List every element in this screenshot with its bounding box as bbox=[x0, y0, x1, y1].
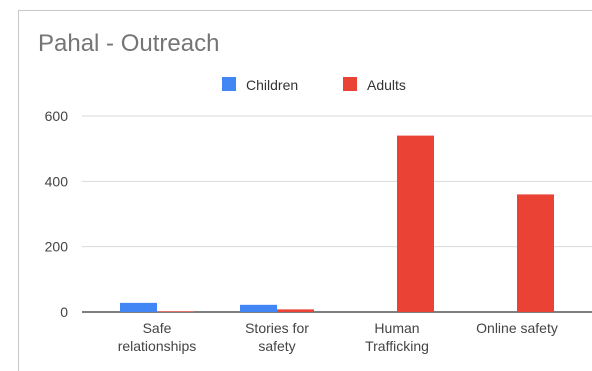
bars bbox=[120, 135, 554, 312]
bar-children-1 bbox=[240, 304, 277, 312]
x-axis-labels: Safe relationships Stories for safety Human T… bbox=[118, 320, 558, 354]
x-tick-label: Stories for safety bbox=[245, 320, 309, 354]
y-tick-label: 0 bbox=[60, 304, 68, 320]
y-tick-label: 200 bbox=[45, 239, 69, 255]
bar-adults-3 bbox=[517, 194, 554, 312]
legend-label-children: Children bbox=[246, 77, 298, 93]
legend-swatch-children bbox=[222, 77, 236, 91]
chart-title: Pahal - Outreach bbox=[38, 30, 220, 57]
legend-swatch-adults bbox=[343, 77, 357, 91]
y-tick-label: 600 bbox=[45, 108, 69, 124]
legend: Children Adults bbox=[222, 77, 406, 93]
x-tick-label: Safe relationships bbox=[118, 320, 197, 354]
y-tick-label: 400 bbox=[45, 173, 69, 189]
x-tick-label: Human Trafficking bbox=[365, 320, 429, 354]
bar-adults-1 bbox=[277, 309, 314, 312]
bar-adults-2 bbox=[397, 135, 434, 312]
x-tick-label: Online safety bbox=[476, 320, 558, 336]
legend-label-adults: Adults bbox=[367, 77, 406, 93]
gridlines: 0 200 400 600 bbox=[45, 108, 592, 320]
bar-children-0 bbox=[120, 302, 157, 312]
bar-adults-0 bbox=[157, 311, 194, 312]
